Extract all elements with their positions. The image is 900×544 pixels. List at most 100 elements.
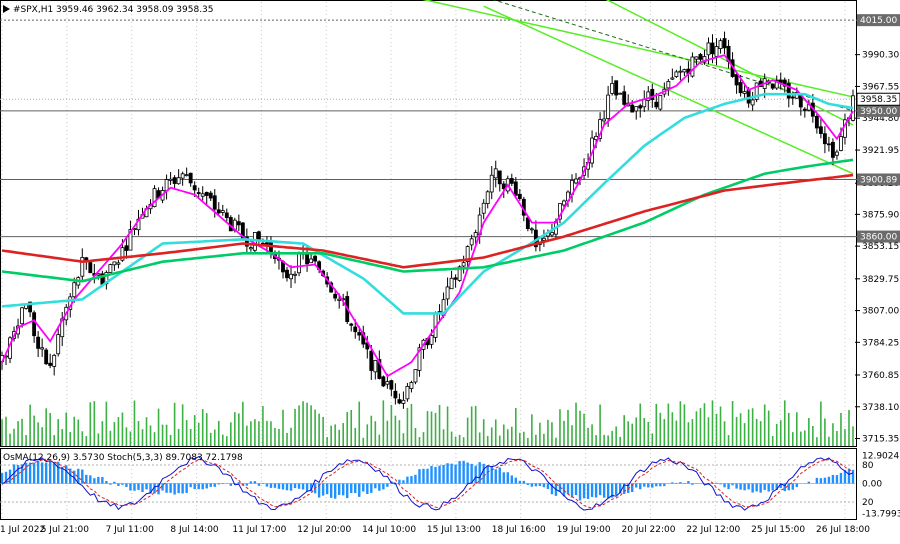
- candle-body: [618, 92, 623, 95]
- candle-body: [401, 399, 406, 404]
- candle-body: [706, 42, 711, 56]
- candle-body: [244, 236, 249, 247]
- level-label: 3900.89: [860, 175, 897, 185]
- candle-body: [293, 273, 297, 276]
- oscillator-title: OsMA(12,26,9) 3.5730 Stoch(5,3,3) 89.708…: [3, 453, 243, 463]
- candle-body: [188, 172, 193, 184]
- level-label: 3860.00: [860, 233, 897, 243]
- y-tick-label: 3967.55: [862, 82, 899, 92]
- candle-body: [220, 210, 225, 213]
- candle-body: [112, 261, 117, 266]
- x-tick-label: 7 Jul 11:00: [106, 525, 155, 535]
- x-tick-label: 15 Jul 13:00: [427, 525, 481, 535]
- moving-average-line: [1, 54, 854, 378]
- candle-body: [750, 99, 755, 106]
- candle-body: [674, 71, 679, 77]
- channel-line: [422, 0, 854, 98]
- candle-body: [770, 83, 775, 89]
- candle-body: [830, 141, 835, 158]
- candle-body: [718, 40, 723, 50]
- candle-body: [529, 228, 534, 231]
- x-tick-label: 8 Jul 14:00: [170, 525, 219, 535]
- candle-body: [36, 336, 41, 349]
- candle-body: [108, 264, 113, 273]
- osc-y-tick-label: 12.9024: [862, 452, 899, 462]
- candle-body: [694, 56, 699, 60]
- level-label-box: [857, 14, 900, 27]
- x-tick-label: 26 Jul 18:00: [816, 525, 870, 535]
- candle-body: [389, 380, 394, 390]
- candle-body: [373, 360, 378, 373]
- candle-body: [52, 354, 57, 367]
- y-tick-label: 3807.00: [862, 307, 899, 317]
- candle-body: [377, 359, 382, 379]
- candle-body: [742, 91, 747, 94]
- candle-body: [634, 106, 639, 112]
- candle-body: [738, 82, 743, 94]
- level-label-box: [857, 104, 900, 117]
- chart-menu-icon[interactable]: [3, 5, 10, 13]
- oscillator-panel-frame: [0, 448, 857, 520]
- candle-body: [417, 347, 422, 371]
- candle-body: [702, 56, 707, 63]
- oscillator-panel[interactable]: [0, 448, 857, 520]
- candle-body: [746, 89, 751, 104]
- candle-body: [826, 143, 831, 146]
- candle-body: [116, 262, 121, 265]
- candle-body: [208, 192, 213, 199]
- candle-body: [782, 79, 787, 87]
- candle-body: [786, 83, 791, 99]
- candle-body: [120, 247, 125, 261]
- candle-body: [493, 168, 498, 179]
- candle-body: [184, 174, 189, 177]
- candle-body: [602, 118, 607, 122]
- current-price-label: 3958.35: [860, 95, 897, 105]
- candle-body: [128, 229, 133, 251]
- candle-body: [385, 381, 390, 385]
- candle-body: [670, 77, 675, 80]
- candle-body: [509, 178, 514, 184]
- candle-body: [818, 126, 823, 134]
- osc-level-label: 20: [862, 498, 874, 508]
- candle-body: [622, 91, 627, 105]
- y-tick-label: 3738.10: [862, 403, 899, 413]
- candle-body: [192, 185, 197, 191]
- candle-body: [774, 80, 779, 89]
- candle-body: [333, 293, 338, 299]
- candle-body: [413, 369, 418, 383]
- y-tick-label: 3760.85: [862, 371, 899, 381]
- candle-body: [349, 323, 354, 326]
- candle-body: [168, 178, 173, 181]
- current-price-box: [856, 92, 900, 106]
- x-tick-label: 11 Jul 17:00: [232, 525, 286, 535]
- candle-body: [337, 298, 342, 301]
- candle-body: [20, 307, 25, 325]
- candle-body: [614, 80, 619, 96]
- candle-body: [698, 54, 703, 60]
- candle-body: [393, 390, 398, 399]
- candle-body: [839, 136, 843, 151]
- level-label: 3950.00: [860, 107, 897, 117]
- candle-body: [176, 177, 181, 185]
- candle-body: [212, 195, 217, 210]
- candle-body: [429, 335, 434, 345]
- stoch-signal-line: [1, 458, 854, 509]
- candle-body: [485, 191, 490, 204]
- y-tick-label: 3853.15: [862, 242, 899, 252]
- candle-body: [44, 349, 49, 365]
- candle-body: [397, 399, 402, 404]
- candle-body: [32, 312, 37, 337]
- candle-body: [666, 81, 671, 89]
- price-panel[interactable]: [0, 0, 857, 447]
- candle-body: [682, 69, 687, 73]
- candle-body: [445, 286, 450, 300]
- candle-body: [754, 82, 759, 100]
- candle-body: [678, 70, 683, 73]
- y-tick-label: 3944.80: [862, 114, 899, 124]
- y-tick-label: 3921.95: [862, 146, 899, 156]
- candle-body: [357, 332, 362, 336]
- x-tick-label: 22 Jul 12:00: [686, 525, 740, 535]
